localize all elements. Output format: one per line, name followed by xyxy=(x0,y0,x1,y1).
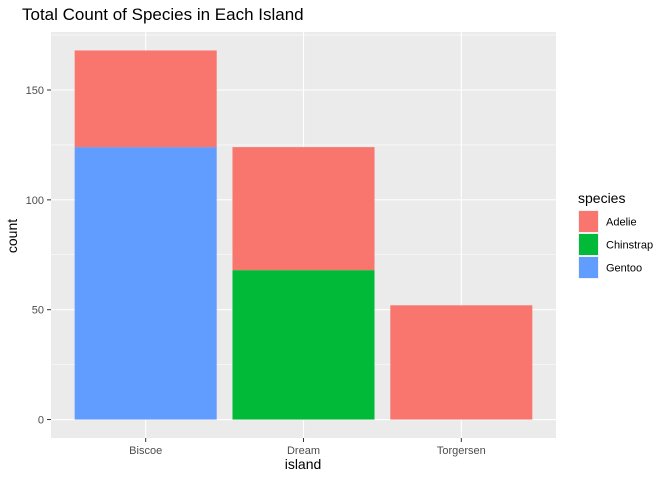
x-tick-label-dream: Dream xyxy=(287,445,320,457)
x-axis: Biscoe Dream Torgersen xyxy=(129,438,486,457)
legend-title: species xyxy=(578,190,625,206)
legend-label-adelie: Adelie xyxy=(606,217,637,229)
bars xyxy=(74,50,533,420)
legend: species Adelie Chinstrap Gentoo xyxy=(578,190,653,279)
bar-biscoe-gentoo xyxy=(74,147,217,420)
x-tick-label-torgersen: Torgersen xyxy=(437,445,486,457)
bar-dream-adelie xyxy=(232,147,375,271)
legend-swatch-gentoo xyxy=(579,257,598,278)
y-tick-label: 50 xyxy=(32,305,44,317)
legend-label-gentoo: Gentoo xyxy=(606,263,642,275)
y-axis-title: count xyxy=(4,219,20,253)
x-axis-title: island xyxy=(285,456,322,472)
bar-biscoe-adelie xyxy=(74,50,217,148)
y-tick-label: 0 xyxy=(38,415,44,427)
y-tick-label: 100 xyxy=(26,195,44,207)
bar-torgersen-adelie xyxy=(390,305,533,420)
legend-label-chinstrap: Chinstrap xyxy=(606,240,653,252)
x-tick-label-biscoe: Biscoe xyxy=(129,445,162,457)
chart-title: Total Count of Species in Each Island xyxy=(22,5,304,24)
bar-dream-chinstrap xyxy=(232,270,375,420)
legend-swatch-chinstrap xyxy=(579,234,598,255)
y-tick-label: 150 xyxy=(26,85,44,97)
y-axis: 0 50 100 150 xyxy=(26,85,51,427)
legend-swatch-adelie xyxy=(579,211,598,232)
